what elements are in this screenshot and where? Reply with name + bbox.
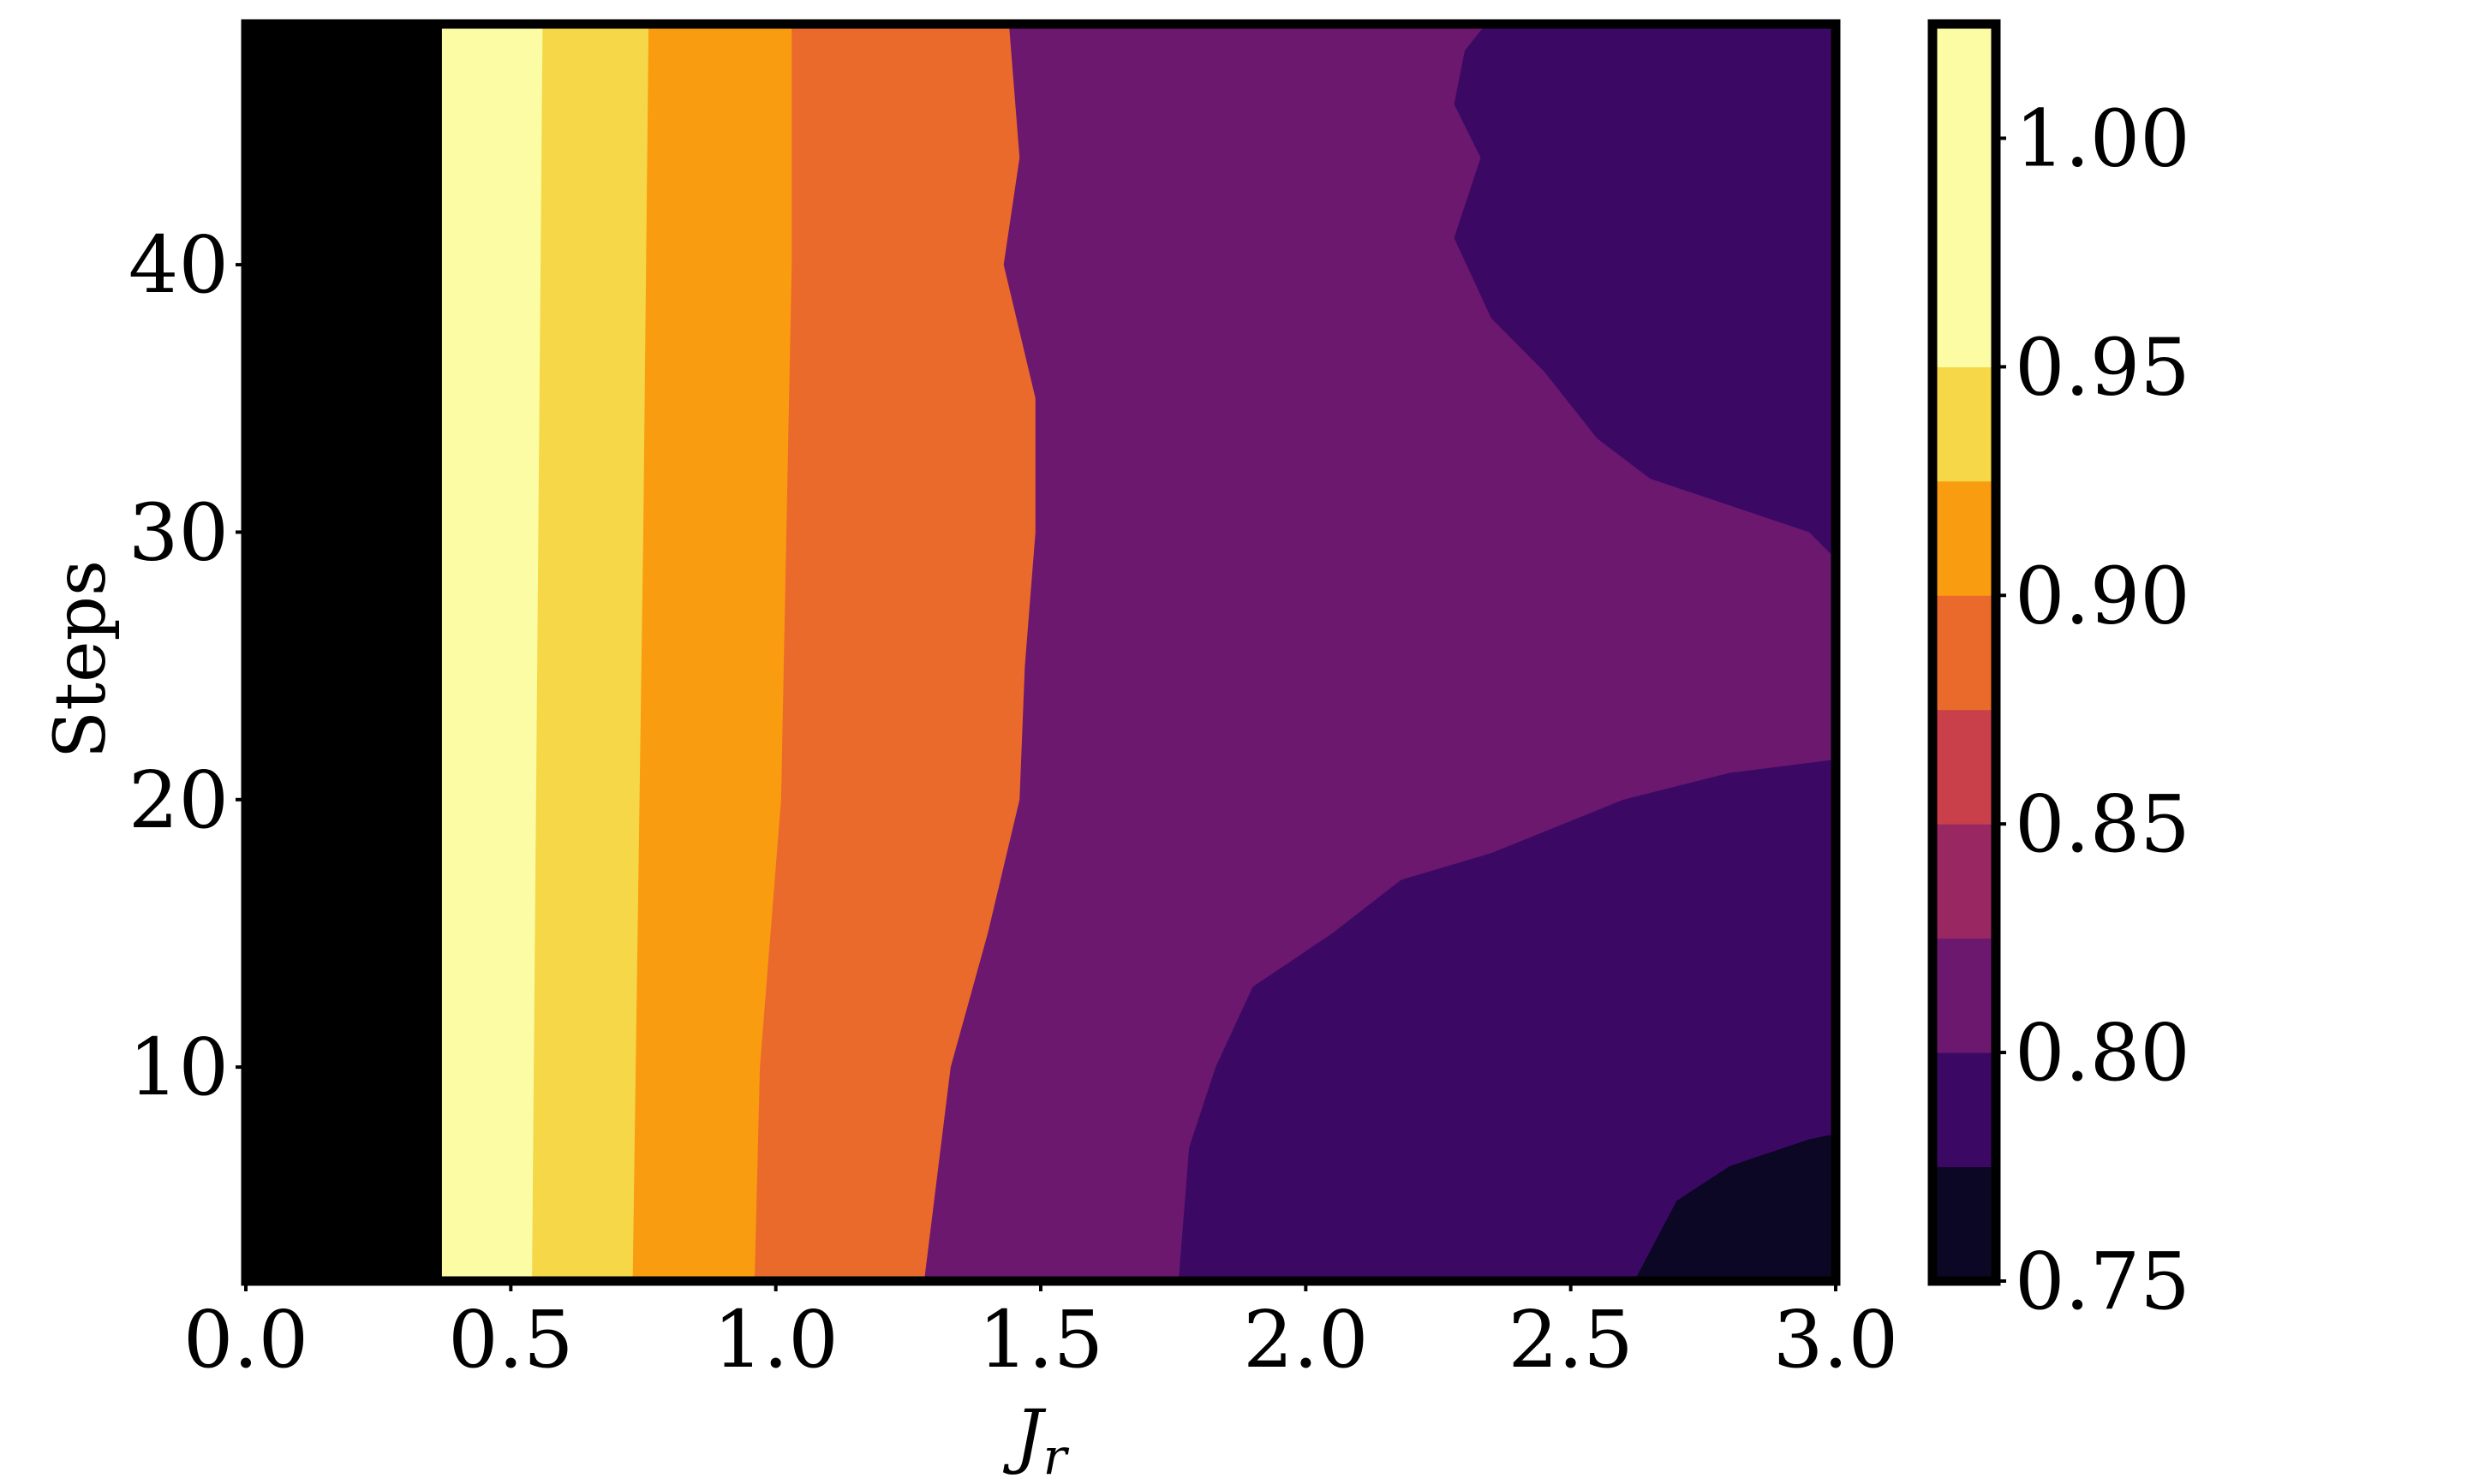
colorbar-tick-label: 0.95 bbox=[2015, 321, 2190, 413]
x-tick-label: 2.0 bbox=[1243, 1294, 1368, 1386]
colorbar-tick-label: 0.85 bbox=[2015, 778, 2190, 870]
colorbar-tick-label: 0.90 bbox=[2015, 550, 2190, 641]
x-axis-ticks: 0.0 0.5 1.0 1.5 2.0 2.5 3.0 bbox=[183, 1281, 1898, 1386]
colorbar-tick-label: 0.80 bbox=[2015, 1007, 2190, 1099]
colorbar-band bbox=[1932, 938, 1996, 1053]
x-tick-label: 0.0 bbox=[183, 1294, 308, 1386]
colorbar-frame bbox=[1927, 19, 2001, 1286]
x-tick-label: 0.5 bbox=[448, 1294, 573, 1386]
colorbar-band bbox=[1932, 138, 1996, 253]
y-axis-label: Steps bbox=[40, 560, 122, 759]
y-tick-label: 10 bbox=[128, 1022, 229, 1113]
colorbar-ticks: 0.75 0.80 0.85 0.90 0.95 1.00 bbox=[1996, 92, 2190, 1327]
colorbar-band bbox=[1932, 595, 1996, 711]
colorbar-band bbox=[1932, 824, 1996, 939]
x-tick-label: 3.0 bbox=[1773, 1294, 1898, 1386]
y-tick-label: 40 bbox=[128, 219, 229, 311]
y-axis-ticks: 10 20 30 40 bbox=[128, 219, 246, 1113]
colorbar-band bbox=[1932, 480, 1996, 596]
contour-band-0.775 bbox=[1178, 24, 1836, 1281]
colorbar-band bbox=[1932, 367, 1996, 482]
colorbar-band bbox=[1932, 1166, 1996, 1282]
colorbar-tick-label: 0.75 bbox=[2015, 1236, 2190, 1327]
contour-bands bbox=[246, 24, 1836, 1281]
colorbar-tick-label: 1.00 bbox=[2015, 92, 2190, 184]
y-tick-label: 30 bbox=[128, 486, 229, 578]
colorbar-band bbox=[1932, 1052, 1996, 1168]
x-tick-label: 1.5 bbox=[978, 1294, 1103, 1386]
colorbar-band bbox=[1932, 252, 1996, 367]
y-tick-label: 20 bbox=[128, 754, 229, 846]
contour-band-0.75 bbox=[1634, 1134, 1836, 1281]
colorbar-band bbox=[1932, 709, 1996, 825]
x-axis-label: Jr bbox=[1003, 1396, 1070, 1480]
x-tick-label: 2.5 bbox=[1508, 1294, 1634, 1386]
contour-band-1 bbox=[246, 24, 337, 1281]
colorbar-band bbox=[1932, 24, 1996, 139]
colorbar bbox=[1927, 19, 2001, 1286]
x-tick-label: 1.0 bbox=[714, 1294, 839, 1386]
